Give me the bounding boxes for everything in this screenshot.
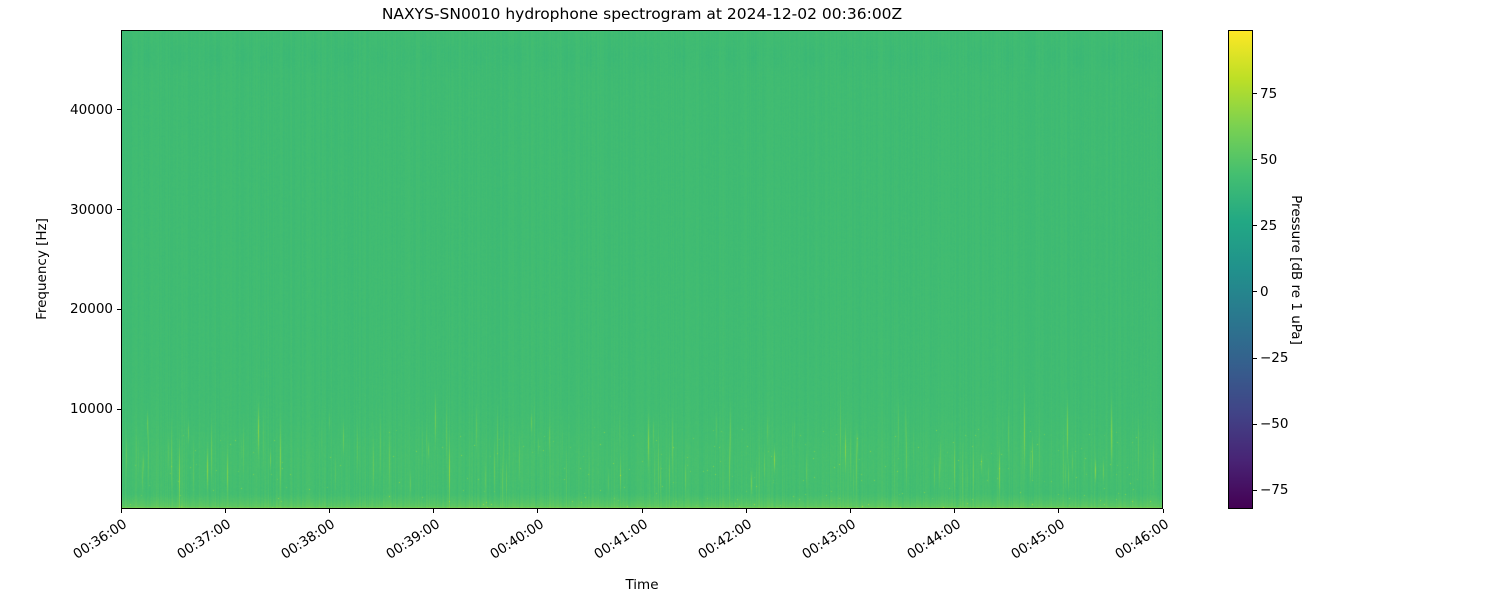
x-tick-label: 00:45:00 (1008, 516, 1068, 563)
x-tick-label: 00:37:00 (174, 516, 235, 563)
colorbar-tick-label: −75 (1260, 482, 1289, 499)
colorbar (1228, 30, 1253, 509)
chart-title: NAXYS-SN0010 hydrophone spectrogram at 2… (381, 5, 903, 23)
y-tick-label: 30000 (70, 201, 113, 218)
x-tick-label: 00:40:00 (487, 516, 547, 563)
x-axis-label: Time (625, 577, 659, 593)
spectrogram-plot-area (121, 30, 1163, 509)
y-tick-mark (117, 109, 121, 111)
x-tick-label: 00:43:00 (799, 516, 860, 563)
colorbar-tick-mark (1253, 159, 1257, 161)
spectrogram-heatmap (121, 30, 1163, 509)
colorbar-tick-label: 75 (1260, 85, 1278, 102)
colorbar-tick-label: −50 (1260, 416, 1289, 433)
x-tick-mark (433, 509, 435, 513)
x-tick-mark (1058, 509, 1060, 513)
y-tick-label: 10000 (70, 401, 113, 418)
x-tick-mark (954, 509, 956, 513)
x-tick-mark (224, 509, 226, 513)
colorbar-tick-mark (1253, 291, 1257, 293)
colorbar-tick-label: −25 (1260, 350, 1289, 367)
colorbar-label: Pressure [dB re 1 uPa] (1288, 195, 1304, 345)
colorbar-tick-mark (1253, 489, 1257, 491)
x-tick-mark (120, 509, 122, 513)
y-tick-label: 20000 (70, 301, 113, 318)
colorbar-tick-mark (1253, 93, 1257, 94)
x-tick-mark (641, 509, 643, 513)
x-tick-label: 00:38:00 (278, 516, 339, 563)
x-tick-label: 00:44:00 (903, 516, 964, 563)
y-tick-mark (117, 408, 121, 410)
colorbar-tick-label: 50 (1260, 151, 1278, 168)
x-tick-label: 00:36:00 (70, 516, 130, 563)
x-tick-mark (537, 509, 539, 513)
y-tick-label: 40000 (70, 101, 113, 118)
x-tick-label: 00:39:00 (382, 516, 443, 563)
colorbar-tick-label: 25 (1260, 217, 1278, 234)
x-tick-mark (1162, 509, 1164, 513)
x-tick-label: 00:46:00 (1112, 516, 1172, 563)
y-tick-mark (117, 209, 121, 211)
colorbar-tick-mark (1253, 423, 1257, 425)
x-tick-mark (328, 509, 330, 513)
colorbar-tick-mark (1253, 225, 1257, 227)
colorbar-tick-mark (1253, 357, 1257, 359)
y-tick-mark (117, 308, 121, 310)
colorbar-tick-label: 0 (1260, 283, 1269, 300)
x-tick-mark (745, 509, 747, 513)
x-tick-mark (849, 509, 851, 513)
x-tick-label: 00:42:00 (695, 516, 756, 563)
x-tick-label: 00:41:00 (591, 516, 651, 563)
